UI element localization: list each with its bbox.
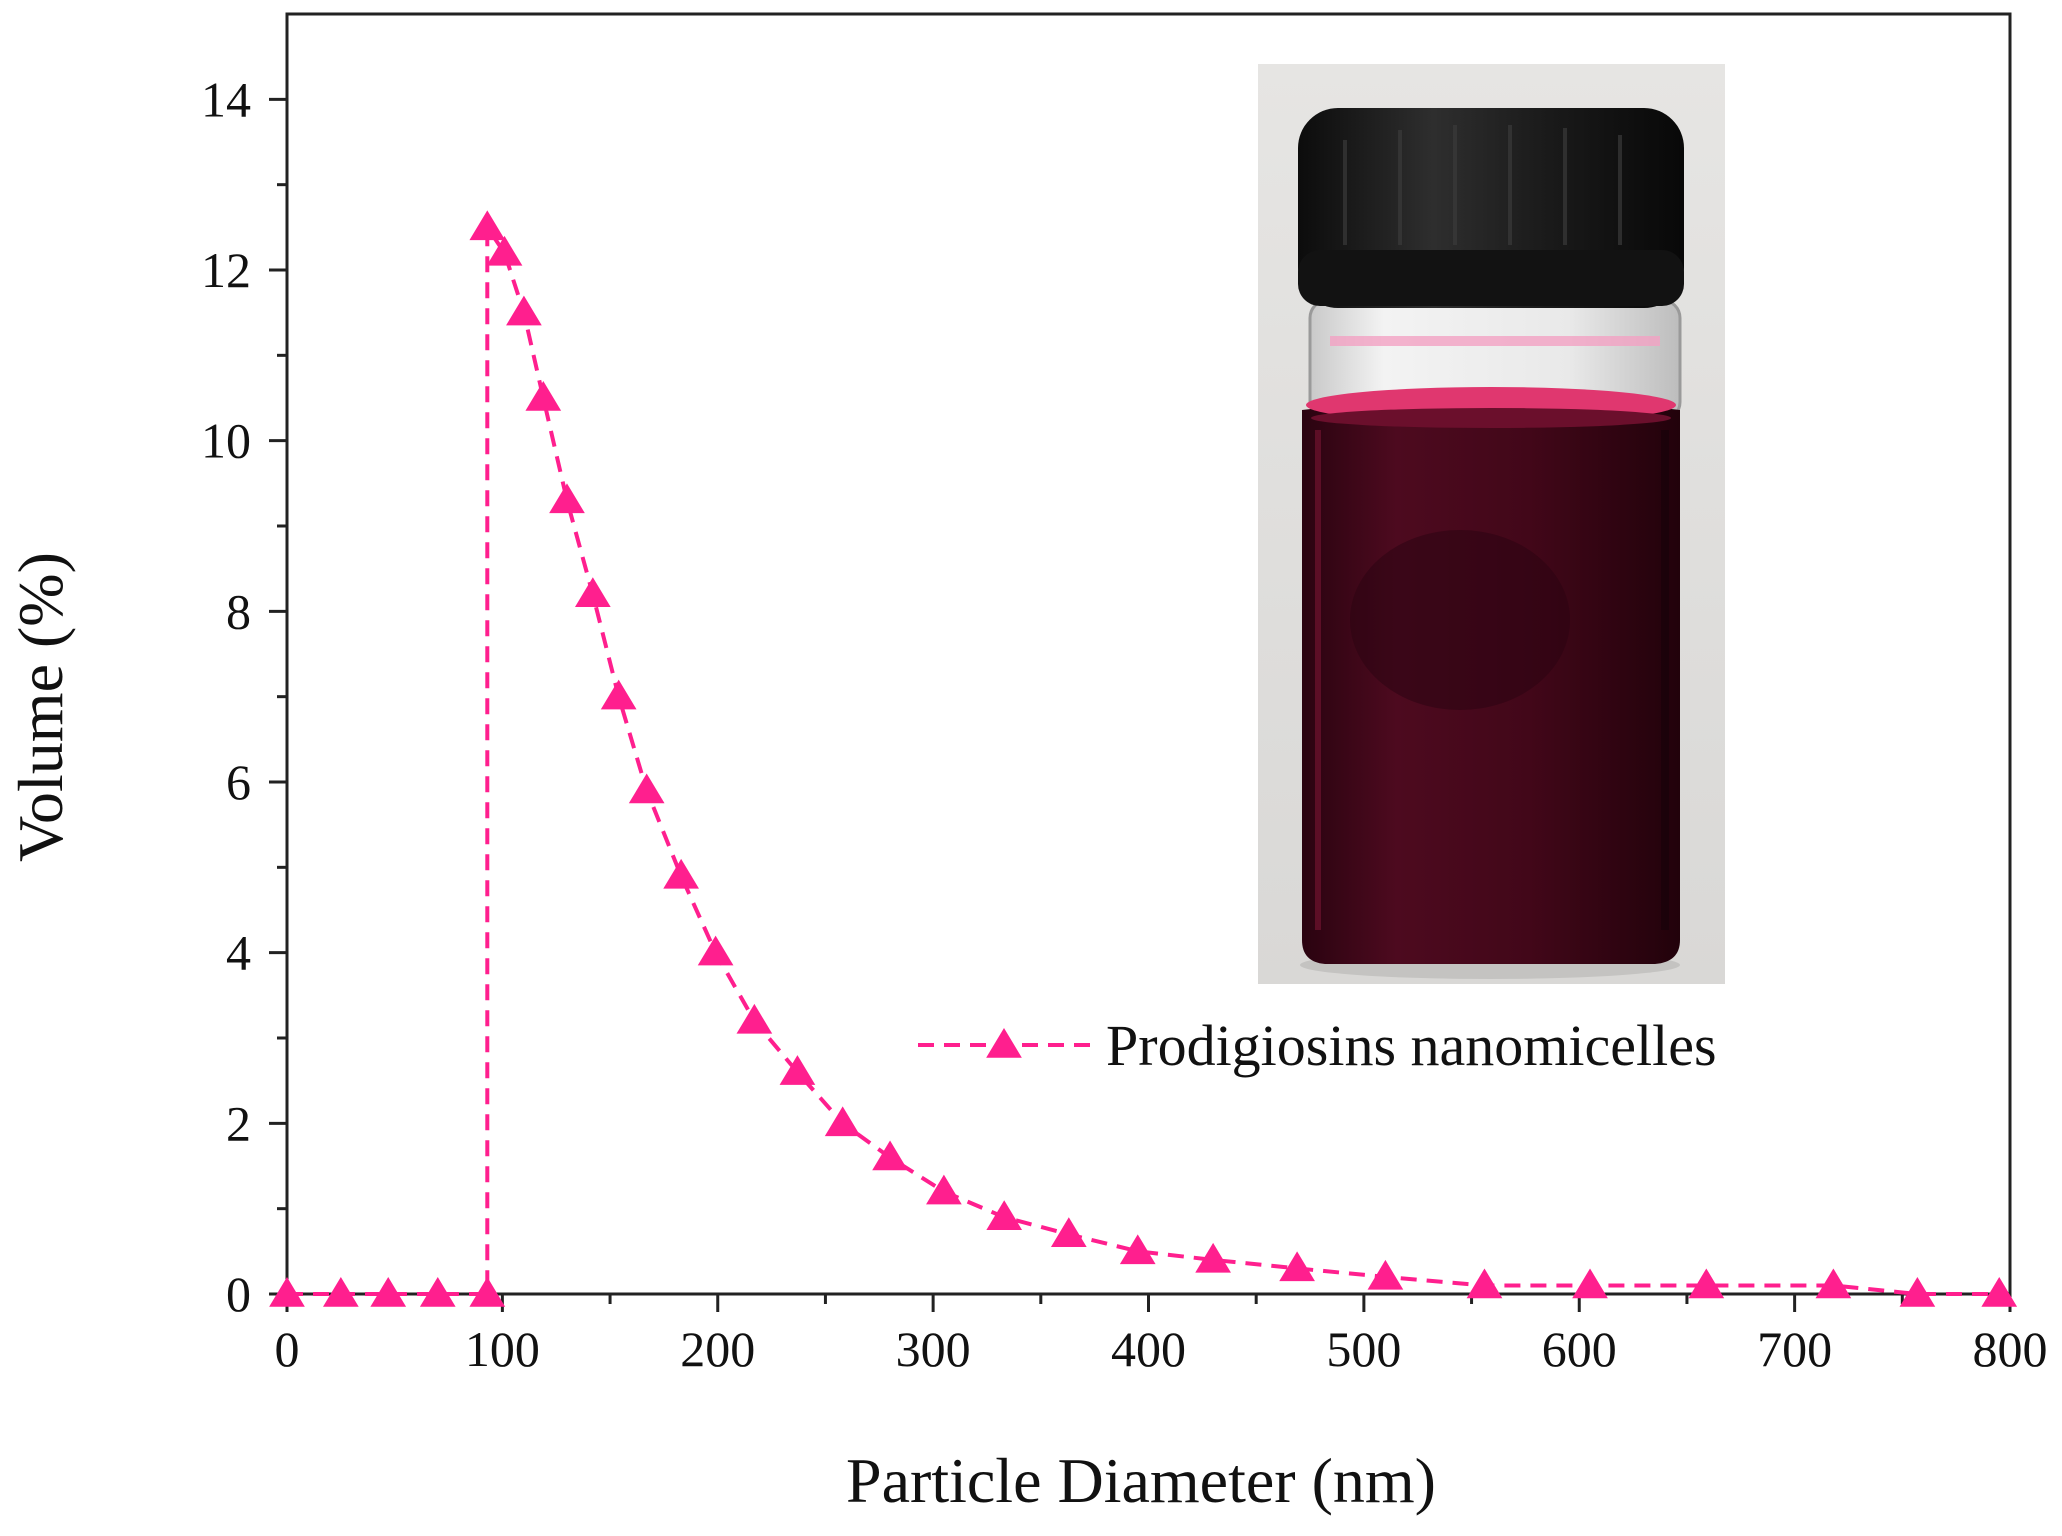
y-tick-label: 14 [201,71,251,127]
data-point-marker [1050,1217,1087,1248]
y-tick-label: 2 [226,1095,251,1151]
data-point-marker [663,858,699,889]
y-tick-label: 0 [226,1266,251,1322]
x-tick-label: 200 [680,1321,755,1377]
data-point-marker [926,1174,962,1205]
inset-photo-vial [1258,64,1725,984]
data-point-marker [1367,1259,1404,1290]
data-point-marker [574,577,611,608]
x-tick-label: 800 [1973,1321,2048,1377]
data-point-marker [1981,1277,2018,1307]
data-point-marker [1119,1234,1156,1265]
data-point-marker [697,935,734,966]
x-tick-label: 100 [465,1321,540,1377]
data-point-marker [779,1055,816,1085]
axis-ticks [269,97,2012,1312]
x-tick-label: 300 [896,1321,971,1377]
y-tick-label: 10 [201,413,251,469]
legend: Prodigiosins nanomicelles [918,1013,1717,1078]
y-tick-label: 6 [226,754,251,810]
data-point-marker [506,295,542,326]
plot-frame [285,12,2012,1296]
y-axis-label: Volume (%) [5,552,76,862]
data-point-marker [824,1106,861,1137]
x-axis-label: Particle Diameter (nm) [846,1445,1436,1516]
data-point-marker [322,1277,359,1307]
data-point-marker [1466,1268,1503,1299]
series-line [287,220,2000,1296]
data-point-marker [872,1140,908,1171]
x-tick-label: 400 [1111,1321,1186,1377]
data-point-marker [736,1003,773,1034]
y-tick-label: 12 [201,242,251,298]
legend-label: Prodigiosins nanomicelles [1106,1013,1717,1078]
data-point-marker [469,210,506,241]
data-point-marker [1688,1268,1725,1299]
x-tick-label: 0 [275,1321,300,1377]
data-point-marker [600,679,637,710]
data-point-marker [370,1277,407,1307]
data-point-marker [419,1277,456,1307]
series-layer [269,210,2018,1307]
y-tick-label: 8 [226,583,251,639]
data-point-marker [549,483,585,514]
data-point-marker [1815,1268,1852,1299]
x-tick-label: 500 [1326,1321,1401,1377]
plot-border [285,12,2012,1296]
data-point-marker [1572,1268,1608,1299]
data-point-marker [1899,1277,1936,1307]
data-point-marker [469,1277,506,1307]
data-point-marker [525,381,562,411]
y-tick-label: 4 [226,925,251,981]
data-point-marker [986,1200,1023,1230]
tick-labels: 0 100 200 300 400 500 600 700 800 0 2 4 6 8 10 12 14 [201,71,2048,1377]
x-tick-label: 600 [1542,1321,1617,1377]
data-point-marker [486,235,523,266]
data-point-marker [1195,1242,1231,1273]
data-point-marker [1279,1251,1315,1282]
legend-marker-sample [986,1028,1022,1058]
data-point-marker [628,773,665,804]
data-point-marker [269,1277,305,1307]
x-tick-label: 700 [1757,1321,1832,1377]
